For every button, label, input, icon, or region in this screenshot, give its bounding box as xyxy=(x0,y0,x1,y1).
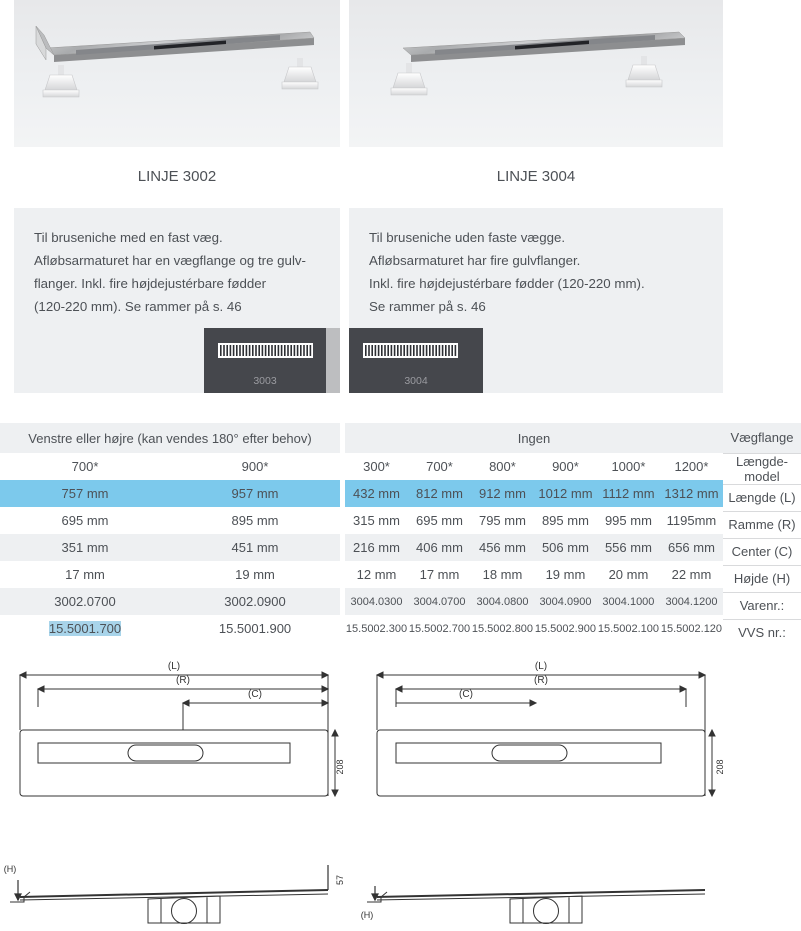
svg-text:(C): (C) xyxy=(459,689,473,700)
svg-text:(H): (H) xyxy=(4,864,17,874)
svg-text:(L): (L) xyxy=(168,661,180,672)
svg-text:208: 208 xyxy=(715,759,725,774)
svg-text:(H): (H) xyxy=(361,910,374,920)
svg-text:208: 208 xyxy=(335,759,345,774)
svg-text:(C): (C) xyxy=(248,689,262,700)
svg-text:(R): (R) xyxy=(534,675,548,686)
svg-text:(R): (R) xyxy=(176,675,190,686)
svg-text:57: 57 xyxy=(335,875,345,885)
svg-text:(L): (L) xyxy=(535,661,547,672)
